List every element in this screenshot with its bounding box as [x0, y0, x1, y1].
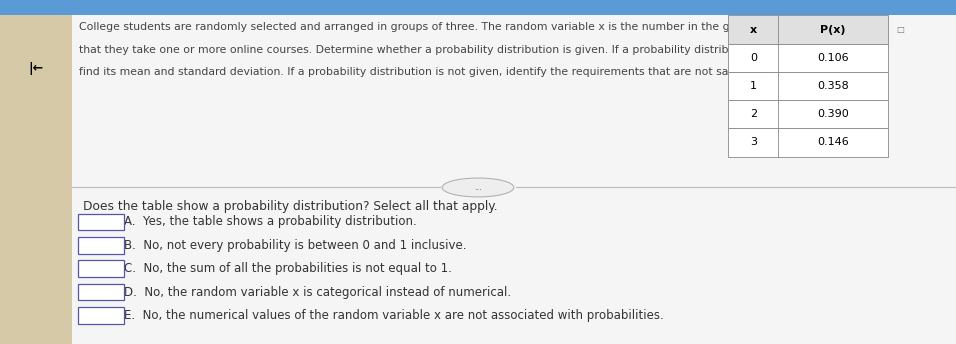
FancyBboxPatch shape: [78, 214, 124, 230]
Text: 0: 0: [750, 53, 757, 63]
FancyBboxPatch shape: [0, 15, 72, 344]
FancyBboxPatch shape: [728, 100, 888, 128]
Text: find its mean and standard deviation. If a probability distribution is not given: find its mean and standard deviation. If…: [79, 67, 766, 77]
FancyBboxPatch shape: [78, 237, 124, 254]
Text: 1: 1: [750, 81, 757, 91]
Text: ...: ...: [474, 183, 482, 192]
Text: x: x: [750, 24, 757, 35]
FancyBboxPatch shape: [72, 15, 956, 344]
Text: 0.358: 0.358: [817, 81, 849, 91]
Text: 3: 3: [750, 137, 757, 148]
Text: that they take one or more online courses. Determine whether a probability distr: that they take one or more online course…: [79, 45, 806, 55]
FancyBboxPatch shape: [728, 72, 888, 100]
Text: □: □: [896, 25, 903, 34]
FancyBboxPatch shape: [728, 15, 888, 44]
Text: P(x): P(x): [820, 24, 846, 35]
Ellipse shape: [442, 178, 514, 197]
FancyBboxPatch shape: [78, 260, 124, 277]
Text: C.  No, the sum of all the probabilities is not equal to 1.: C. No, the sum of all the probabilities …: [124, 262, 452, 275]
Text: College students are randomly selected and arranged in groups of three. The rand: College students are randomly selected a…: [79, 22, 803, 32]
FancyBboxPatch shape: [0, 0, 956, 15]
Text: B.  No, not every probability is between 0 and 1 inclusive.: B. No, not every probability is between …: [124, 239, 467, 252]
Text: |←: |←: [29, 62, 43, 75]
Text: 0.390: 0.390: [817, 109, 849, 119]
Text: D.  No, the random variable x is categorical instead of numerical.: D. No, the random variable x is categori…: [124, 286, 511, 299]
FancyBboxPatch shape: [78, 307, 124, 324]
FancyBboxPatch shape: [78, 284, 124, 300]
FancyBboxPatch shape: [728, 44, 888, 72]
Text: 0.106: 0.106: [817, 53, 849, 63]
Text: Does the table show a probability distribution? Select all that apply.: Does the table show a probability distri…: [83, 200, 498, 213]
FancyBboxPatch shape: [728, 128, 888, 157]
Text: E.  No, the numerical values of the random variable x are not associated with pr: E. No, the numerical values of the rando…: [124, 309, 664, 322]
Text: 0.146: 0.146: [817, 137, 849, 148]
Text: A.  Yes, the table shows a probability distribution.: A. Yes, the table shows a probability di…: [124, 215, 417, 228]
Text: 2: 2: [750, 109, 757, 119]
